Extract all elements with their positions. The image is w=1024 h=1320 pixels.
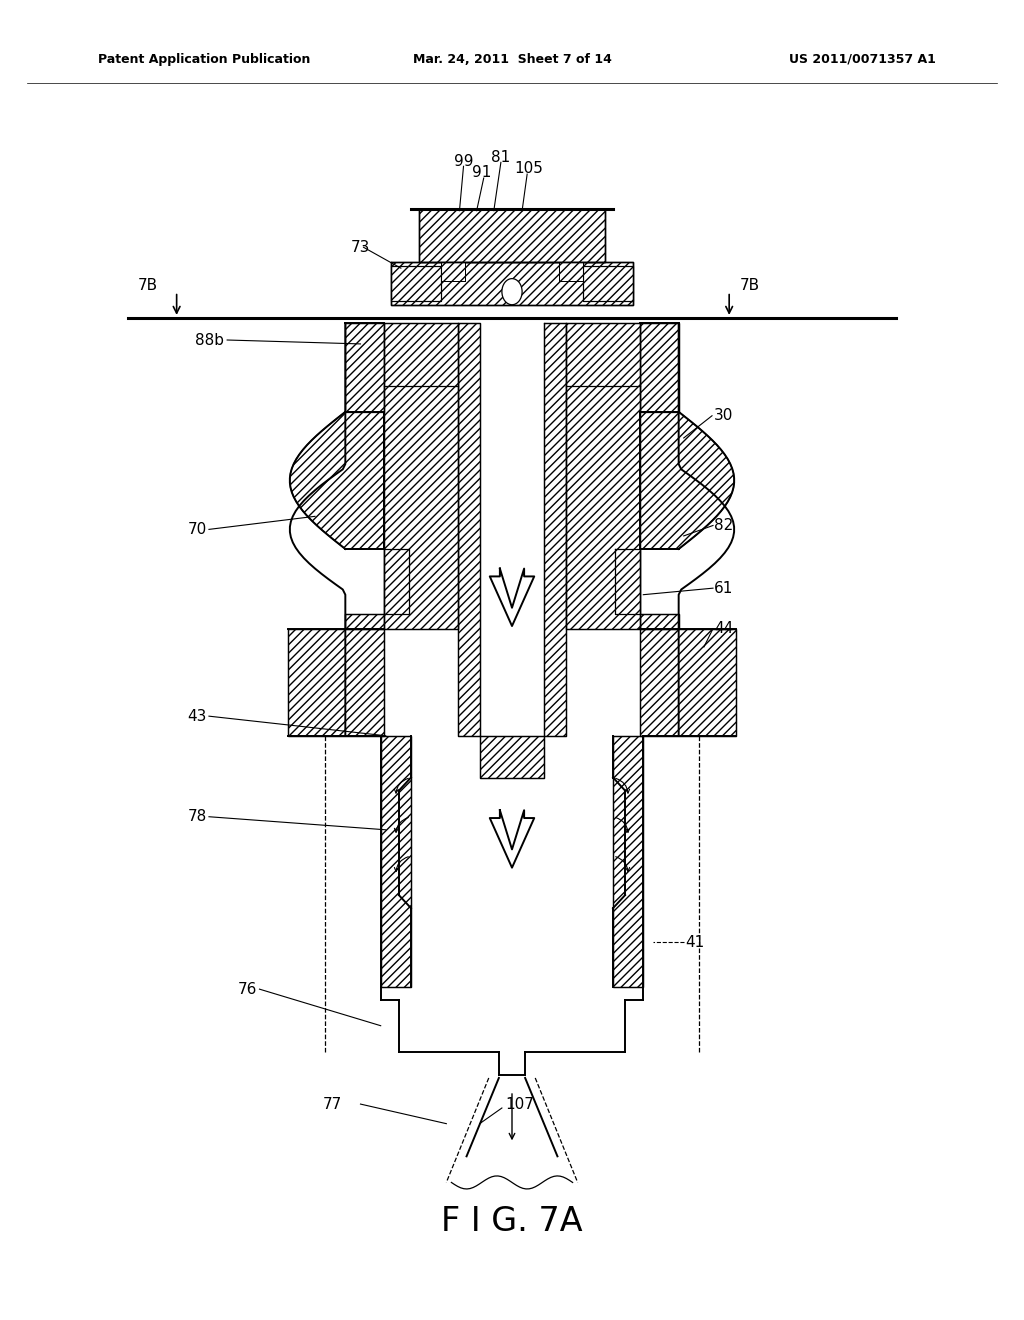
- Polygon shape: [545, 323, 565, 735]
- Polygon shape: [559, 261, 583, 281]
- Text: 43: 43: [187, 709, 207, 723]
- Polygon shape: [640, 628, 736, 735]
- Text: 91: 91: [472, 165, 492, 181]
- Text: US 2011/0071357 A1: US 2011/0071357 A1: [790, 53, 936, 66]
- Polygon shape: [583, 265, 633, 301]
- Polygon shape: [381, 735, 411, 986]
- Text: 81: 81: [492, 149, 511, 165]
- Circle shape: [502, 279, 522, 305]
- Polygon shape: [384, 549, 409, 614]
- Polygon shape: [419, 210, 605, 261]
- Text: 41: 41: [686, 935, 705, 949]
- Polygon shape: [288, 628, 384, 735]
- Polygon shape: [345, 614, 384, 628]
- Polygon shape: [290, 412, 384, 549]
- Text: 105: 105: [515, 161, 544, 177]
- Text: 7B: 7B: [739, 277, 760, 293]
- Text: Patent Application Publication: Patent Application Publication: [98, 53, 310, 66]
- Text: 7B: 7B: [137, 277, 158, 293]
- Text: 44: 44: [714, 622, 733, 636]
- Text: 30: 30: [714, 408, 733, 424]
- Polygon shape: [613, 735, 643, 986]
- Polygon shape: [384, 323, 459, 628]
- Polygon shape: [640, 323, 679, 412]
- Polygon shape: [459, 323, 479, 735]
- Text: 82: 82: [714, 517, 733, 533]
- Text: 61: 61: [714, 581, 733, 595]
- Text: 78: 78: [187, 809, 207, 824]
- Polygon shape: [391, 261, 633, 305]
- Text: 107: 107: [505, 1097, 534, 1111]
- Polygon shape: [640, 614, 679, 628]
- Text: 99: 99: [454, 153, 473, 169]
- Text: 76: 76: [238, 982, 257, 997]
- Polygon shape: [615, 549, 640, 614]
- Text: 73: 73: [350, 240, 370, 255]
- Polygon shape: [441, 261, 465, 281]
- Text: 77: 77: [323, 1097, 342, 1111]
- Polygon shape: [345, 323, 384, 412]
- Polygon shape: [640, 412, 734, 549]
- Text: F I G. 7A: F I G. 7A: [441, 1205, 583, 1238]
- Polygon shape: [391, 265, 441, 301]
- Polygon shape: [565, 323, 640, 628]
- Text: 88b: 88b: [196, 333, 224, 347]
- Polygon shape: [479, 735, 545, 777]
- Text: Mar. 24, 2011  Sheet 7 of 14: Mar. 24, 2011 Sheet 7 of 14: [413, 53, 611, 66]
- Text: 70: 70: [187, 521, 207, 537]
